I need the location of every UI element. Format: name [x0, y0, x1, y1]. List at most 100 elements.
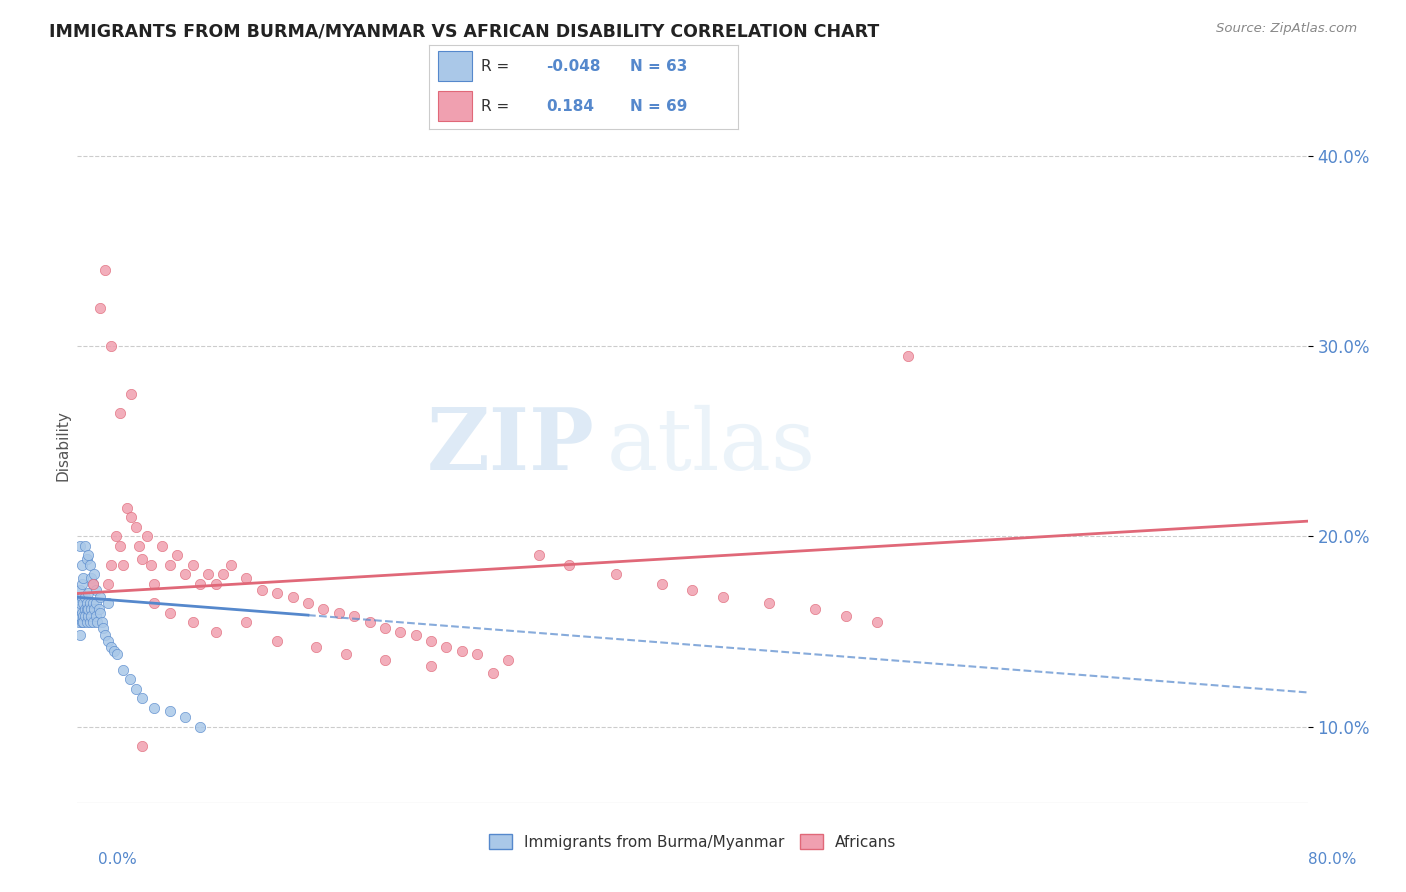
Point: [89, 606, 111, 620]
Point: [420, 658, 443, 673]
Point: [82, 596, 104, 610]
Point: [72, 596, 94, 610]
Point: [112, 558, 135, 572]
Point: [94, 263, 117, 277]
Point: [835, 609, 858, 624]
Point: [72, 571, 94, 585]
Point: [100, 640, 122, 654]
Point: [100, 558, 122, 572]
Point: [450, 643, 472, 657]
Point: [97, 596, 120, 610]
Point: [70, 606, 93, 620]
Point: [105, 648, 128, 662]
Point: [110, 406, 132, 420]
Point: [481, 666, 503, 681]
Text: -0.048: -0.048: [547, 59, 600, 74]
Point: [305, 640, 328, 654]
Point: [93, 621, 115, 635]
Point: [82, 577, 104, 591]
Point: [79, 596, 101, 610]
Point: [72, 609, 94, 624]
Point: [212, 567, 235, 582]
Point: [82, 577, 104, 591]
Point: [143, 596, 166, 610]
Point: [312, 601, 335, 615]
Point: [72, 615, 94, 629]
Point: [76, 615, 98, 629]
Point: [77, 586, 100, 600]
Point: [112, 663, 135, 677]
Point: [125, 681, 148, 696]
Text: 80.0%: 80.0%: [1309, 852, 1357, 867]
Text: 0.184: 0.184: [547, 98, 595, 113]
Text: 0.0%: 0.0%: [98, 852, 138, 867]
Point: [70, 615, 93, 629]
Point: [758, 596, 780, 610]
Point: [79, 615, 101, 629]
Point: [141, 558, 163, 572]
Point: [188, 720, 212, 734]
Point: [118, 672, 141, 686]
Point: [131, 739, 153, 753]
Point: [436, 640, 458, 654]
Point: [131, 691, 153, 706]
Point: [804, 601, 827, 615]
Point: [83, 567, 105, 582]
Point: [69, 609, 91, 624]
Point: [389, 624, 412, 639]
Point: [80, 571, 103, 585]
Point: [76, 552, 98, 566]
Point: [73, 601, 96, 615]
Point: [110, 539, 132, 553]
Point: [89, 301, 111, 315]
Point: [120, 386, 142, 401]
Point: [77, 609, 100, 624]
Point: [82, 615, 104, 629]
Point: [84, 609, 107, 624]
Point: [250, 582, 273, 597]
Point: [197, 567, 219, 582]
Point: [297, 596, 319, 610]
Legend: Immigrants from Burma/Myanmar, Africans: Immigrants from Burma/Myanmar, Africans: [482, 828, 903, 855]
Point: [558, 558, 581, 572]
Point: [80, 601, 103, 615]
Point: [181, 558, 204, 572]
Point: [143, 577, 166, 591]
Text: R =: R =: [481, 59, 509, 74]
Point: [70, 558, 93, 572]
Point: [87, 601, 110, 615]
Point: [204, 577, 226, 591]
Point: [527, 549, 550, 563]
Point: [69, 628, 91, 642]
Point: [76, 601, 98, 615]
Point: [174, 710, 197, 724]
Text: atlas: atlas: [606, 404, 815, 488]
Point: [120, 510, 142, 524]
Bar: [439, 91, 472, 120]
Point: [166, 549, 188, 563]
Point: [73, 591, 96, 605]
Point: [150, 539, 173, 553]
Point: [682, 582, 704, 597]
Point: [84, 596, 107, 610]
Point: [84, 582, 107, 597]
Point: [188, 577, 212, 591]
Point: [159, 558, 181, 572]
Point: [328, 606, 350, 620]
Point: [69, 582, 91, 597]
Point: [67, 615, 90, 629]
Point: [496, 653, 519, 667]
Point: [104, 529, 127, 543]
Point: [79, 558, 101, 572]
Point: [77, 549, 100, 563]
Point: [866, 615, 889, 629]
Point: [711, 591, 734, 605]
Text: R =: R =: [481, 98, 509, 113]
Point: [94, 628, 117, 642]
Point: [73, 609, 96, 624]
Point: [235, 571, 257, 585]
Point: [343, 609, 366, 624]
Point: [73, 539, 96, 553]
Point: [76, 596, 98, 610]
Point: [70, 577, 93, 591]
